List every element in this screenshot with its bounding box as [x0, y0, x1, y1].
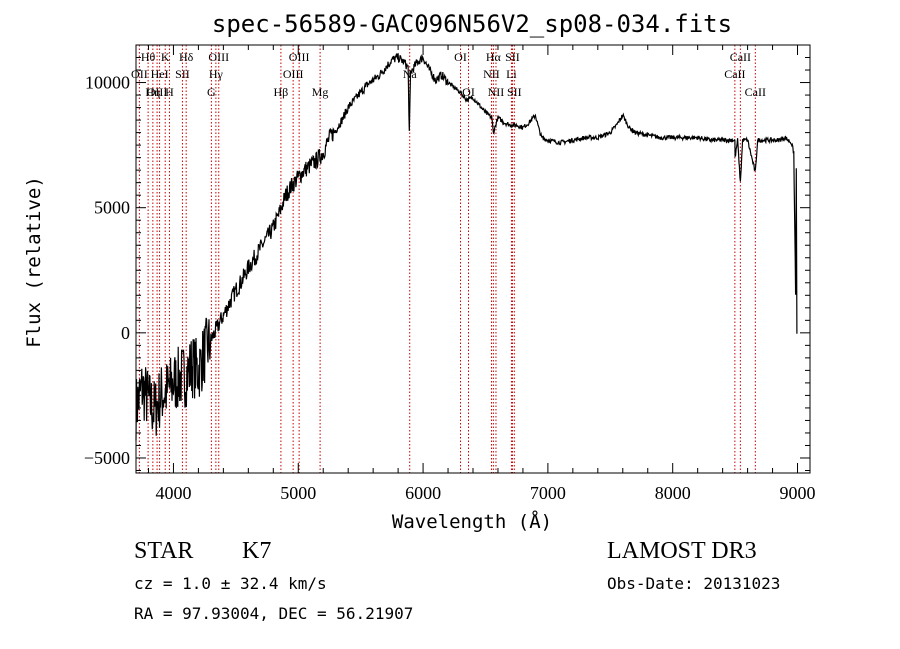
line-label: Mg: [312, 85, 329, 99]
line-label: Hδ: [179, 50, 194, 64]
line-label: NII: [488, 85, 505, 99]
survey-name: LAMOST DR3: [607, 538, 757, 564]
y-axis-label: Flux (relative): [23, 176, 45, 348]
x-axis-ticks: 4000 5000 6000 7000 8000 9000: [147, 45, 816, 503]
line-label: CaII: [724, 67, 745, 81]
line-label: OIII: [147, 85, 168, 99]
line-label: K: [161, 50, 170, 64]
line-label: OIII: [208, 50, 229, 64]
line-label: OI: [462, 85, 475, 99]
line-label: Li: [506, 67, 517, 81]
x-axis-label: Wavelength (Å): [392, 510, 552, 533]
line-label: CaII: [745, 85, 766, 99]
y-tick-label: 5000: [94, 198, 130, 218]
line-label: OIII: [283, 67, 304, 81]
line-label: NII: [483, 67, 500, 81]
line-label: CaII: [730, 50, 751, 64]
y-axis-ticks: −5000 0 5000 10000: [84, 44, 810, 471]
redshift-cz: cz = 1.0 ± 32.4 km/s: [134, 574, 327, 593]
line-label: G: [207, 85, 216, 99]
plot-frame: [135, 44, 811, 474]
x-tick-label: 4000: [155, 483, 191, 503]
y-tick-label: −5000: [84, 448, 130, 468]
line-label: SII: [505, 50, 520, 64]
line-label: H: [165, 85, 174, 99]
line-label: Hη: [145, 85, 160, 99]
x-tick-label: 5000: [280, 483, 316, 503]
line-label: HeI: [151, 67, 169, 81]
line-label: Hγ: [209, 67, 224, 81]
line-label: OIII: [289, 50, 310, 64]
x-tick-label: 7000: [530, 483, 566, 503]
x-tick-label: 9000: [780, 483, 816, 503]
line-label: SII: [175, 67, 190, 81]
line-label: Hβ: [274, 85, 289, 99]
line-label: Hα: [486, 50, 502, 64]
line-label: OII: [131, 67, 148, 81]
coordinates: RA = 97.93004, DEC = 56.21907: [134, 604, 413, 623]
y-tick-label: 10000: [85, 73, 130, 93]
line-label: SII: [507, 85, 522, 99]
line-label: Hθ: [141, 50, 156, 64]
y-tick-label: 0: [121, 323, 130, 343]
emission-line-markers: [138, 45, 756, 473]
line-label: OI: [454, 50, 467, 64]
x-tick-label: 6000: [405, 483, 441, 503]
x-tick-label: 8000: [655, 483, 691, 503]
spectral-subclass: K7: [242, 538, 271, 564]
obs-date: Obs-Date: 20131023: [607, 574, 780, 593]
spectrum-line: [135, 52, 798, 441]
object-class: STAR: [134, 538, 193, 564]
chart-title: spec-56589-GAC096N56V2_sp08-034.fits: [212, 10, 732, 38]
